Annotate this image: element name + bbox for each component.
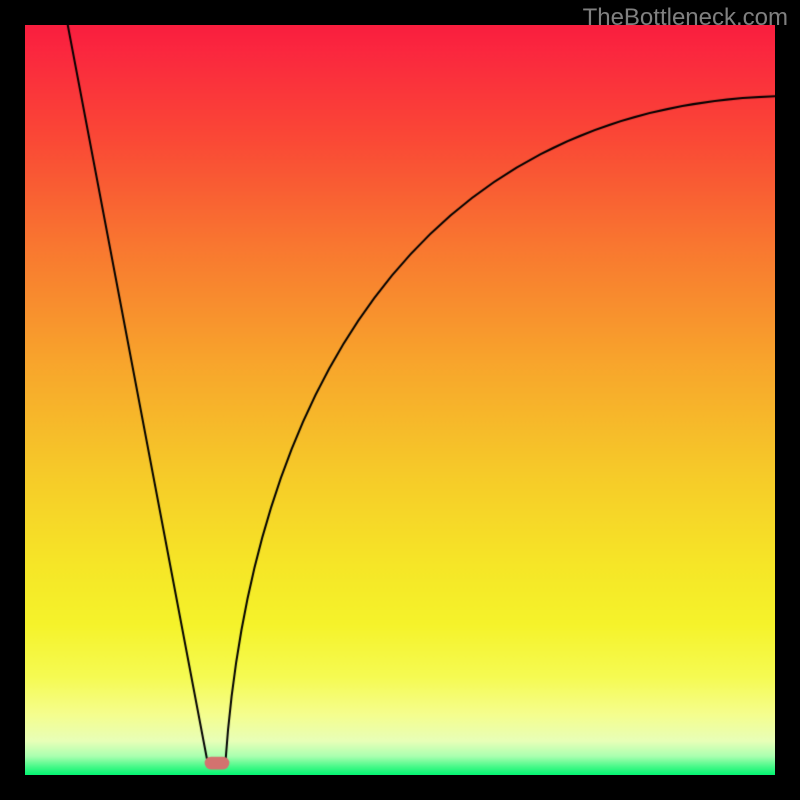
- plot-canvas: [25, 25, 775, 775]
- chart-frame: TheBottleneck.com: [0, 0, 800, 800]
- plot-area: [25, 25, 775, 775]
